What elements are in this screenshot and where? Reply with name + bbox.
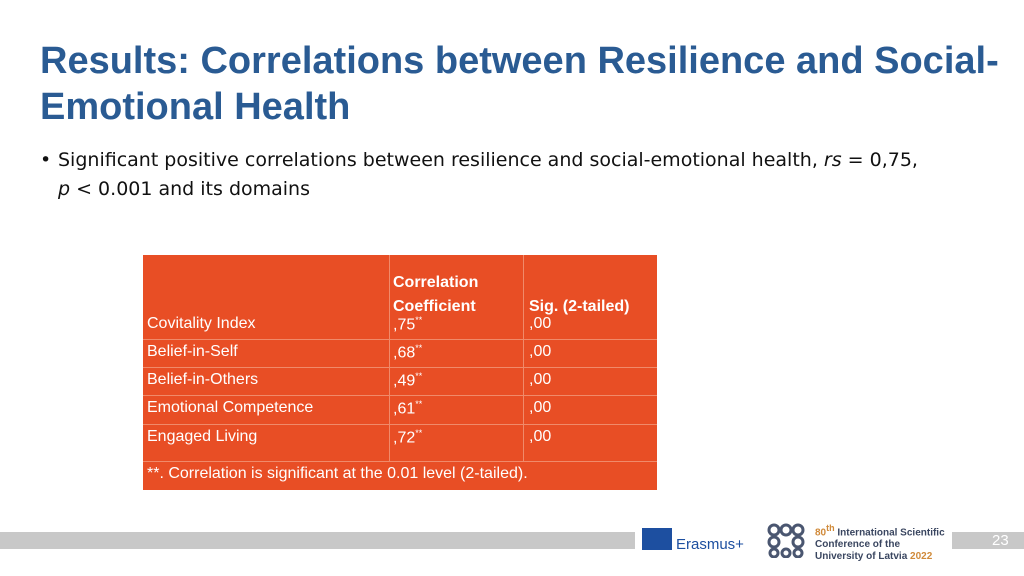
significance-mark: **: [415, 315, 423, 325]
coefficient-value: ,72: [393, 429, 416, 447]
divider: [143, 461, 657, 462]
divider: [523, 255, 524, 461]
coefficient-value: ,68: [393, 344, 416, 362]
bullet-italic: rs: [823, 149, 842, 171]
row-label: Belief-in-Others: [147, 371, 259, 388]
coefficient-value: ,61: [393, 400, 416, 418]
divider: [143, 395, 657, 396]
sig-value: ,00: [529, 315, 552, 332]
divider: [389, 255, 390, 461]
slide-title: Results: Correlations between Resilience…: [40, 40, 999, 128]
divider: [143, 424, 657, 425]
conference-text: International Scientific: [834, 527, 945, 539]
page-bar: [952, 532, 1024, 549]
erasmus-label: Erasmus+: [676, 536, 744, 553]
sig-value: ,00: [529, 399, 552, 416]
conference-text: Conference of the: [815, 539, 901, 551]
coefficient: ,61**: [393, 399, 422, 418]
conference-logo: [767, 523, 805, 558]
coefficient: ,72**: [393, 428, 422, 447]
divider: [143, 367, 657, 368]
significance-mark: **: [415, 399, 423, 409]
significance-mark: **: [415, 371, 423, 381]
coefficient: ,49**: [393, 371, 422, 390]
sig-value: ,00: [529, 428, 552, 445]
bullet-text: Significant positive correlations betwee…: [58, 149, 824, 171]
sig-value: ,00: [529, 343, 552, 360]
coefficient: ,75**: [393, 315, 422, 334]
bullet-text: = 0,75,: [841, 149, 918, 171]
column-header: Correlation Coefficient: [393, 274, 479, 315]
coefficient-value: ,49: [393, 372, 416, 390]
coefficient-value: ,75: [393, 316, 416, 334]
column-header: Sig. (2-tailed): [529, 298, 630, 315]
row-label: Emotional Competence: [147, 399, 314, 416]
row-label: Engaged Living: [147, 428, 258, 445]
conference-text: 80: [815, 527, 827, 539]
conference-text: 2022: [910, 551, 933, 563]
footer-bar: [0, 532, 635, 549]
row-label: Covitality Index: [147, 315, 256, 332]
significance-mark: **: [415, 343, 423, 353]
table-note: **. Correlation is significant at the 0.…: [147, 465, 528, 482]
sig-value: ,00: [529, 371, 552, 388]
page-number: 23: [992, 532, 1009, 549]
bullet: Significant positive correlations betwee…: [40, 146, 1024, 204]
coefficient: ,68**: [393, 343, 422, 362]
conference-text: University of Latvia: [815, 551, 908, 563]
bullet-text: < 0.001 and its domains: [70, 178, 311, 200]
row-label: Belief-in-Self: [147, 343, 238, 360]
bullet-italic: p: [58, 178, 71, 200]
table: Correlation Coefficient Sig. (2-tailed) …: [143, 255, 657, 490]
eu-flag: [642, 528, 672, 550]
conference-text: th: [826, 523, 835, 533]
significance-mark: **: [415, 428, 423, 438]
conference-name: 80th International Scientific Conference…: [815, 522, 945, 563]
divider: [143, 339, 657, 340]
